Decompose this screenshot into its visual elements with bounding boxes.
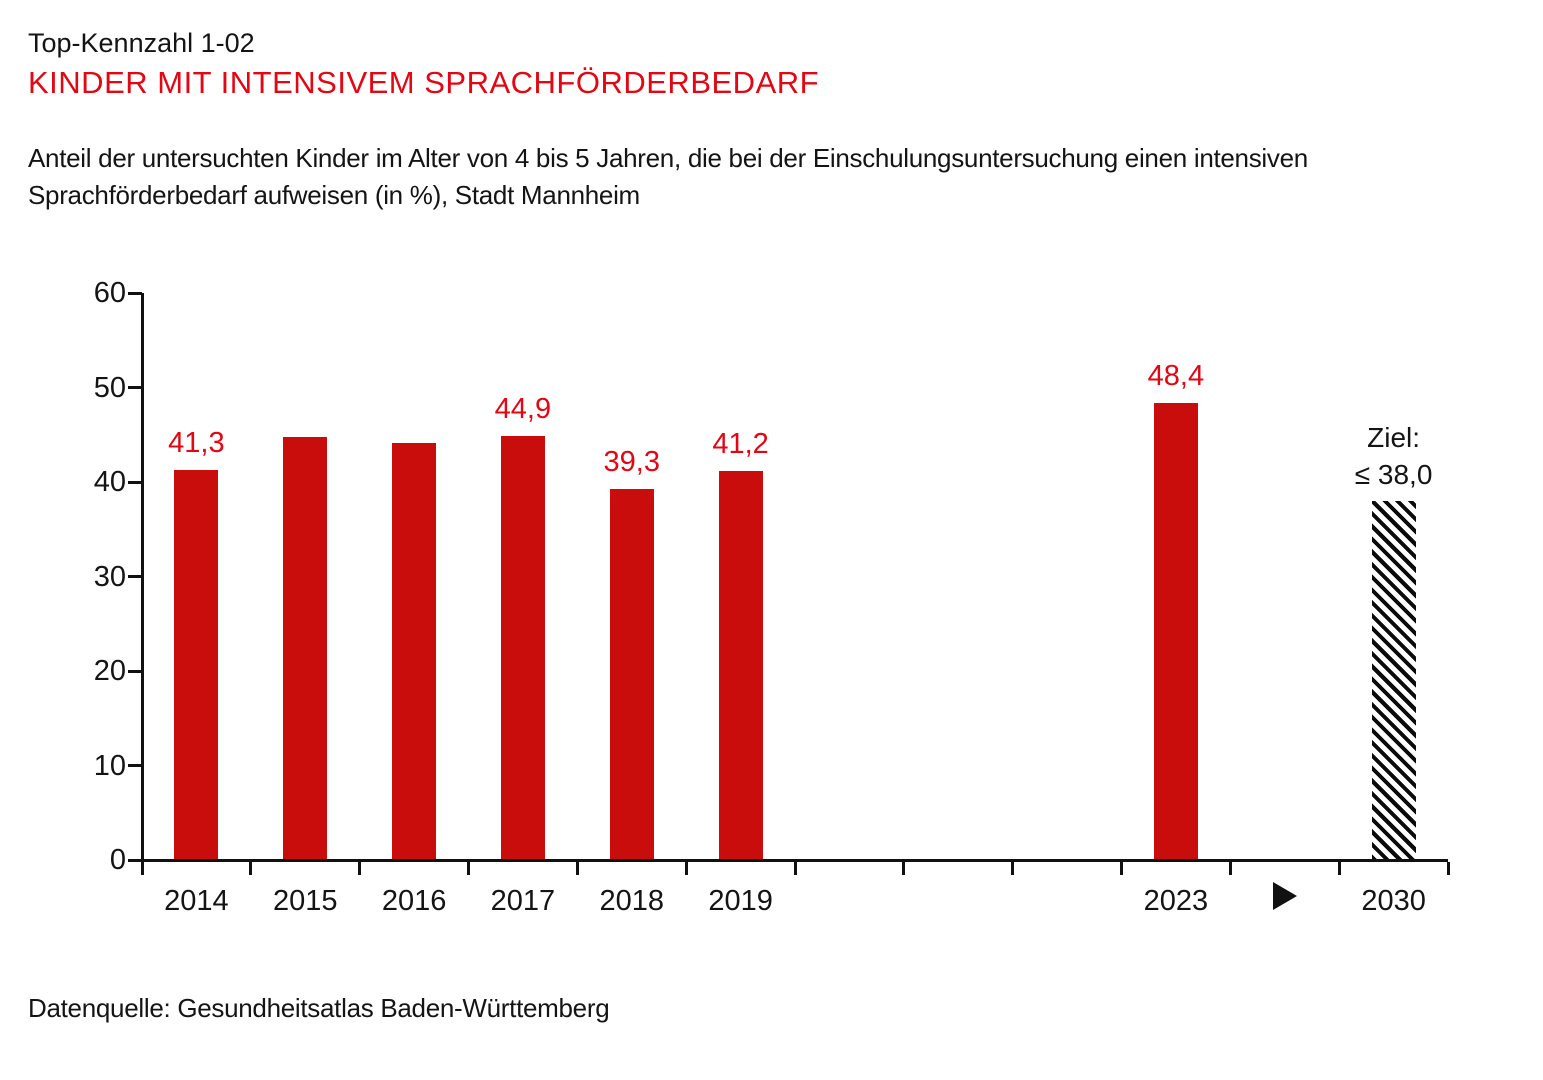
y-axis-tick (128, 291, 142, 295)
y-axis-tick (128, 386, 142, 389)
x-axis-label-2030: 2030 (1361, 885, 1426, 917)
x-axis-tick (140, 861, 144, 875)
y-axis-tick (128, 764, 142, 767)
bar-value-label-2023: 48,4 (1147, 359, 1205, 392)
x-axis-tick (1228, 861, 1232, 875)
subtitle-line-2: Sprachförderbedarf aufweisen (in %), Sta… (28, 180, 640, 210)
page-title: KINDER MIT INTENSIVEM SPRACHFÖRDERBEDARF (28, 65, 820, 100)
bar-2015 (283, 436, 328, 860)
x-axis-label-2018: 2018 (599, 885, 664, 917)
x-axis-tick (249, 861, 253, 875)
x-axis-label-2023: 2023 (1143, 885, 1209, 917)
x-axis-label-2019: 2019 (708, 885, 773, 917)
y-axis-tick-label: 30 (93, 560, 126, 593)
bar-value-label-2017: 44,9 (494, 392, 552, 425)
x-axis-tick (793, 861, 797, 875)
y-axis-tick (128, 480, 142, 484)
kicker-text: Top-Kennzahl 1-02 (28, 28, 255, 58)
target-label: Ziel: ≤ 38,0 (1304, 419, 1484, 493)
y-axis-tick-label: 10 (93, 749, 126, 782)
data-source-text: Datenquelle: Gesundheitsatlas Baden-Würt… (28, 993, 610, 1023)
y-axis-tick (128, 669, 142, 673)
x-axis-label-2014: 2014 (164, 885, 229, 917)
x-axis-tick (575, 861, 579, 875)
x-axis-line (140, 858, 1448, 862)
y-axis-tick-label: 20 (93, 655, 126, 687)
bar-2014 (174, 469, 219, 860)
x-axis-label-2015: 2015 (272, 885, 338, 917)
x-axis-tick (902, 861, 906, 875)
x-axis-tick (467, 861, 470, 875)
y-axis-tick (128, 575, 142, 578)
x-axis-tick (1011, 861, 1015, 875)
x-axis-label-2016: 2016 (381, 885, 447, 917)
x-axis-tick (358, 861, 362, 875)
bar-value-label-2014: 41,3 (168, 426, 225, 459)
bar-2016 (392, 443, 437, 860)
target-label-line: ≤ 38,0 (1354, 458, 1433, 490)
subtitle-line-1: Anteil der untersuchten Kinder im Alter … (28, 143, 1308, 173)
bar-value-label-2019: 41,2 (712, 427, 769, 460)
y-axis-line (140, 293, 144, 862)
bar-value-label-2018: 39,3 (603, 445, 660, 478)
bar-2017 (500, 435, 545, 860)
y-axis-tick-label: 0 (109, 844, 126, 876)
arrow-right-icon (1272, 882, 1297, 910)
y-axis-tick (128, 858, 142, 862)
x-axis-tick (1337, 861, 1341, 875)
x-axis-label-2017: 2017 (490, 885, 556, 917)
bar-2019 (718, 470, 763, 860)
x-axis-tick (1446, 861, 1450, 875)
y-axis-tick-label: 50 (93, 371, 126, 404)
x-axis-tick (684, 861, 688, 875)
bar-2018 (609, 488, 654, 860)
target-label-line: Ziel: (1367, 421, 1421, 453)
bar-2023 (1153, 402, 1198, 860)
y-axis-tick-label: 60 (93, 277, 126, 309)
bar-2030 (1371, 500, 1416, 860)
chart-subtitle: Anteil der untersuchten Kinder im Alter … (28, 140, 1308, 214)
y-axis-tick-label: 40 (93, 466, 126, 498)
x-axis-tick (1120, 861, 1123, 875)
